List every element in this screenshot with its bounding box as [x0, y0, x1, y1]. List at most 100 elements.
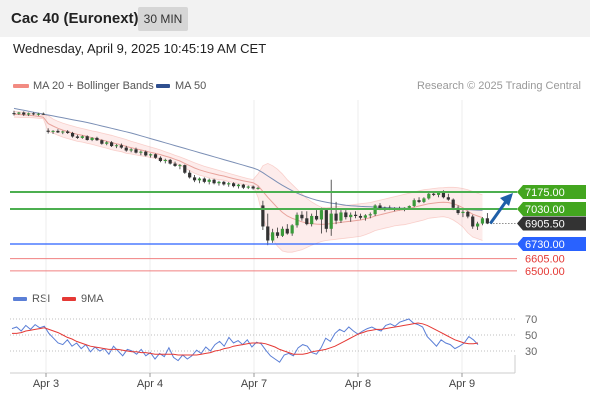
timestamp: Wednesday, April 9, 2025 10:45:19 AM CET [13, 41, 267, 56]
price-level-label: 7030.00 [525, 204, 565, 216]
rsi-axis-label: 30 [525, 346, 537, 358]
research-credit: Research © 2025 Trading Central [416, 80, 581, 92]
ma20-swatch [13, 84, 29, 88]
candle-body [368, 214, 372, 216]
price-level-label: 6730.00 [525, 239, 565, 251]
rsi-ma9-line [12, 322, 479, 356]
candle-body [314, 215, 319, 220]
candle-body [412, 200, 416, 207]
instrument-title: Cac 40 (Euronext) [11, 10, 139, 27]
current-price-tag [517, 216, 586, 231]
candle-body [75, 136, 80, 138]
candle-body [70, 132, 75, 137]
candle-body [217, 181, 221, 184]
candle-body [119, 145, 123, 148]
candle-body [334, 213, 338, 221]
timeframe-button[interactable]: 30 MIN [138, 7, 188, 31]
candle-body [41, 113, 45, 115]
candle-body [129, 149, 133, 151]
x-tick-label: Apr 7 [241, 378, 267, 390]
candle-body [95, 137, 99, 141]
candle-body [105, 142, 109, 144]
candle-body [173, 163, 177, 166]
candle-body [300, 214, 304, 219]
candle-body [466, 211, 470, 217]
candle-body [178, 165, 182, 167]
price-level-label: 6500.00 [525, 266, 565, 278]
candle-body [144, 151, 148, 156]
candle-body [417, 200, 421, 202]
x-tick-label: Apr 9 [449, 378, 475, 390]
price-level-label: 7175.00 [525, 187, 565, 199]
candle-body [295, 214, 299, 226]
candle-body [192, 177, 197, 181]
x-tick-label: Apr 4 [137, 378, 163, 390]
ma9-legend-label: 9MA [81, 293, 104, 305]
candle-body [476, 223, 480, 227]
support-price-tag [517, 237, 586, 251]
candle-body [27, 113, 31, 115]
candle-body [17, 112, 21, 114]
price-level-label: 6605.00 [525, 254, 565, 266]
candle-body [456, 207, 460, 214]
candle-body [124, 147, 128, 151]
candle-body [236, 184, 241, 187]
rsi-line [11, 318, 479, 363]
resistance-price-tag [517, 201, 586, 216]
candle-body [256, 187, 260, 189]
candle-body [134, 149, 138, 153]
candle-body [183, 165, 187, 173]
candle-body [227, 183, 231, 185]
candle-body [251, 186, 255, 189]
candle-body [441, 192, 446, 198]
candle-body [261, 205, 265, 227]
candle-body [471, 216, 475, 227]
candle-body [158, 157, 162, 162]
candle-body [168, 159, 172, 164]
candle-body [480, 218, 485, 224]
candle-body [446, 197, 450, 200]
candle-body [339, 212, 343, 221]
candle-body [363, 215, 367, 218]
candle-body [436, 192, 441, 195]
candle-body [80, 136, 84, 138]
candle-body [246, 186, 250, 188]
candle-body [432, 193, 436, 195]
candle-body [266, 226, 270, 241]
candle-body [36, 113, 40, 115]
candle-body [407, 206, 411, 208]
candle-body [56, 130, 60, 133]
candle-body [422, 198, 426, 202]
candle-body [90, 137, 94, 140]
ma9-swatch [62, 297, 76, 301]
rsi-swatch [13, 297, 27, 301]
candle-body [66, 131, 70, 133]
candle-body [31, 113, 36, 115]
candle-body [100, 140, 104, 144]
candle-body [12, 113, 16, 115]
candle-body [222, 181, 226, 185]
candle-body [241, 184, 245, 188]
candle-body [349, 214, 353, 218]
rsi-axis-label: 50 [525, 330, 537, 342]
candle-body [202, 178, 206, 182]
candle-body [290, 225, 294, 234]
candle-body [378, 205, 382, 209]
candle-body [110, 142, 114, 147]
candle-body [344, 212, 348, 218]
candle-body [153, 154, 158, 158]
candle-body [61, 131, 65, 133]
bollinger-upper-line [13, 111, 483, 209]
candle-body [354, 214, 358, 216]
candle-body [188, 172, 192, 178]
candle-body [275, 232, 280, 236]
candle-body [46, 130, 50, 132]
candle-body [163, 159, 167, 162]
forecast-arrow-shaft [489, 199, 509, 225]
resistance-price-tag [517, 185, 586, 199]
bollinger-lower-line [13, 116, 483, 253]
candle-body [319, 210, 324, 220]
candle-body [451, 199, 455, 208]
candle-body [461, 211, 465, 214]
